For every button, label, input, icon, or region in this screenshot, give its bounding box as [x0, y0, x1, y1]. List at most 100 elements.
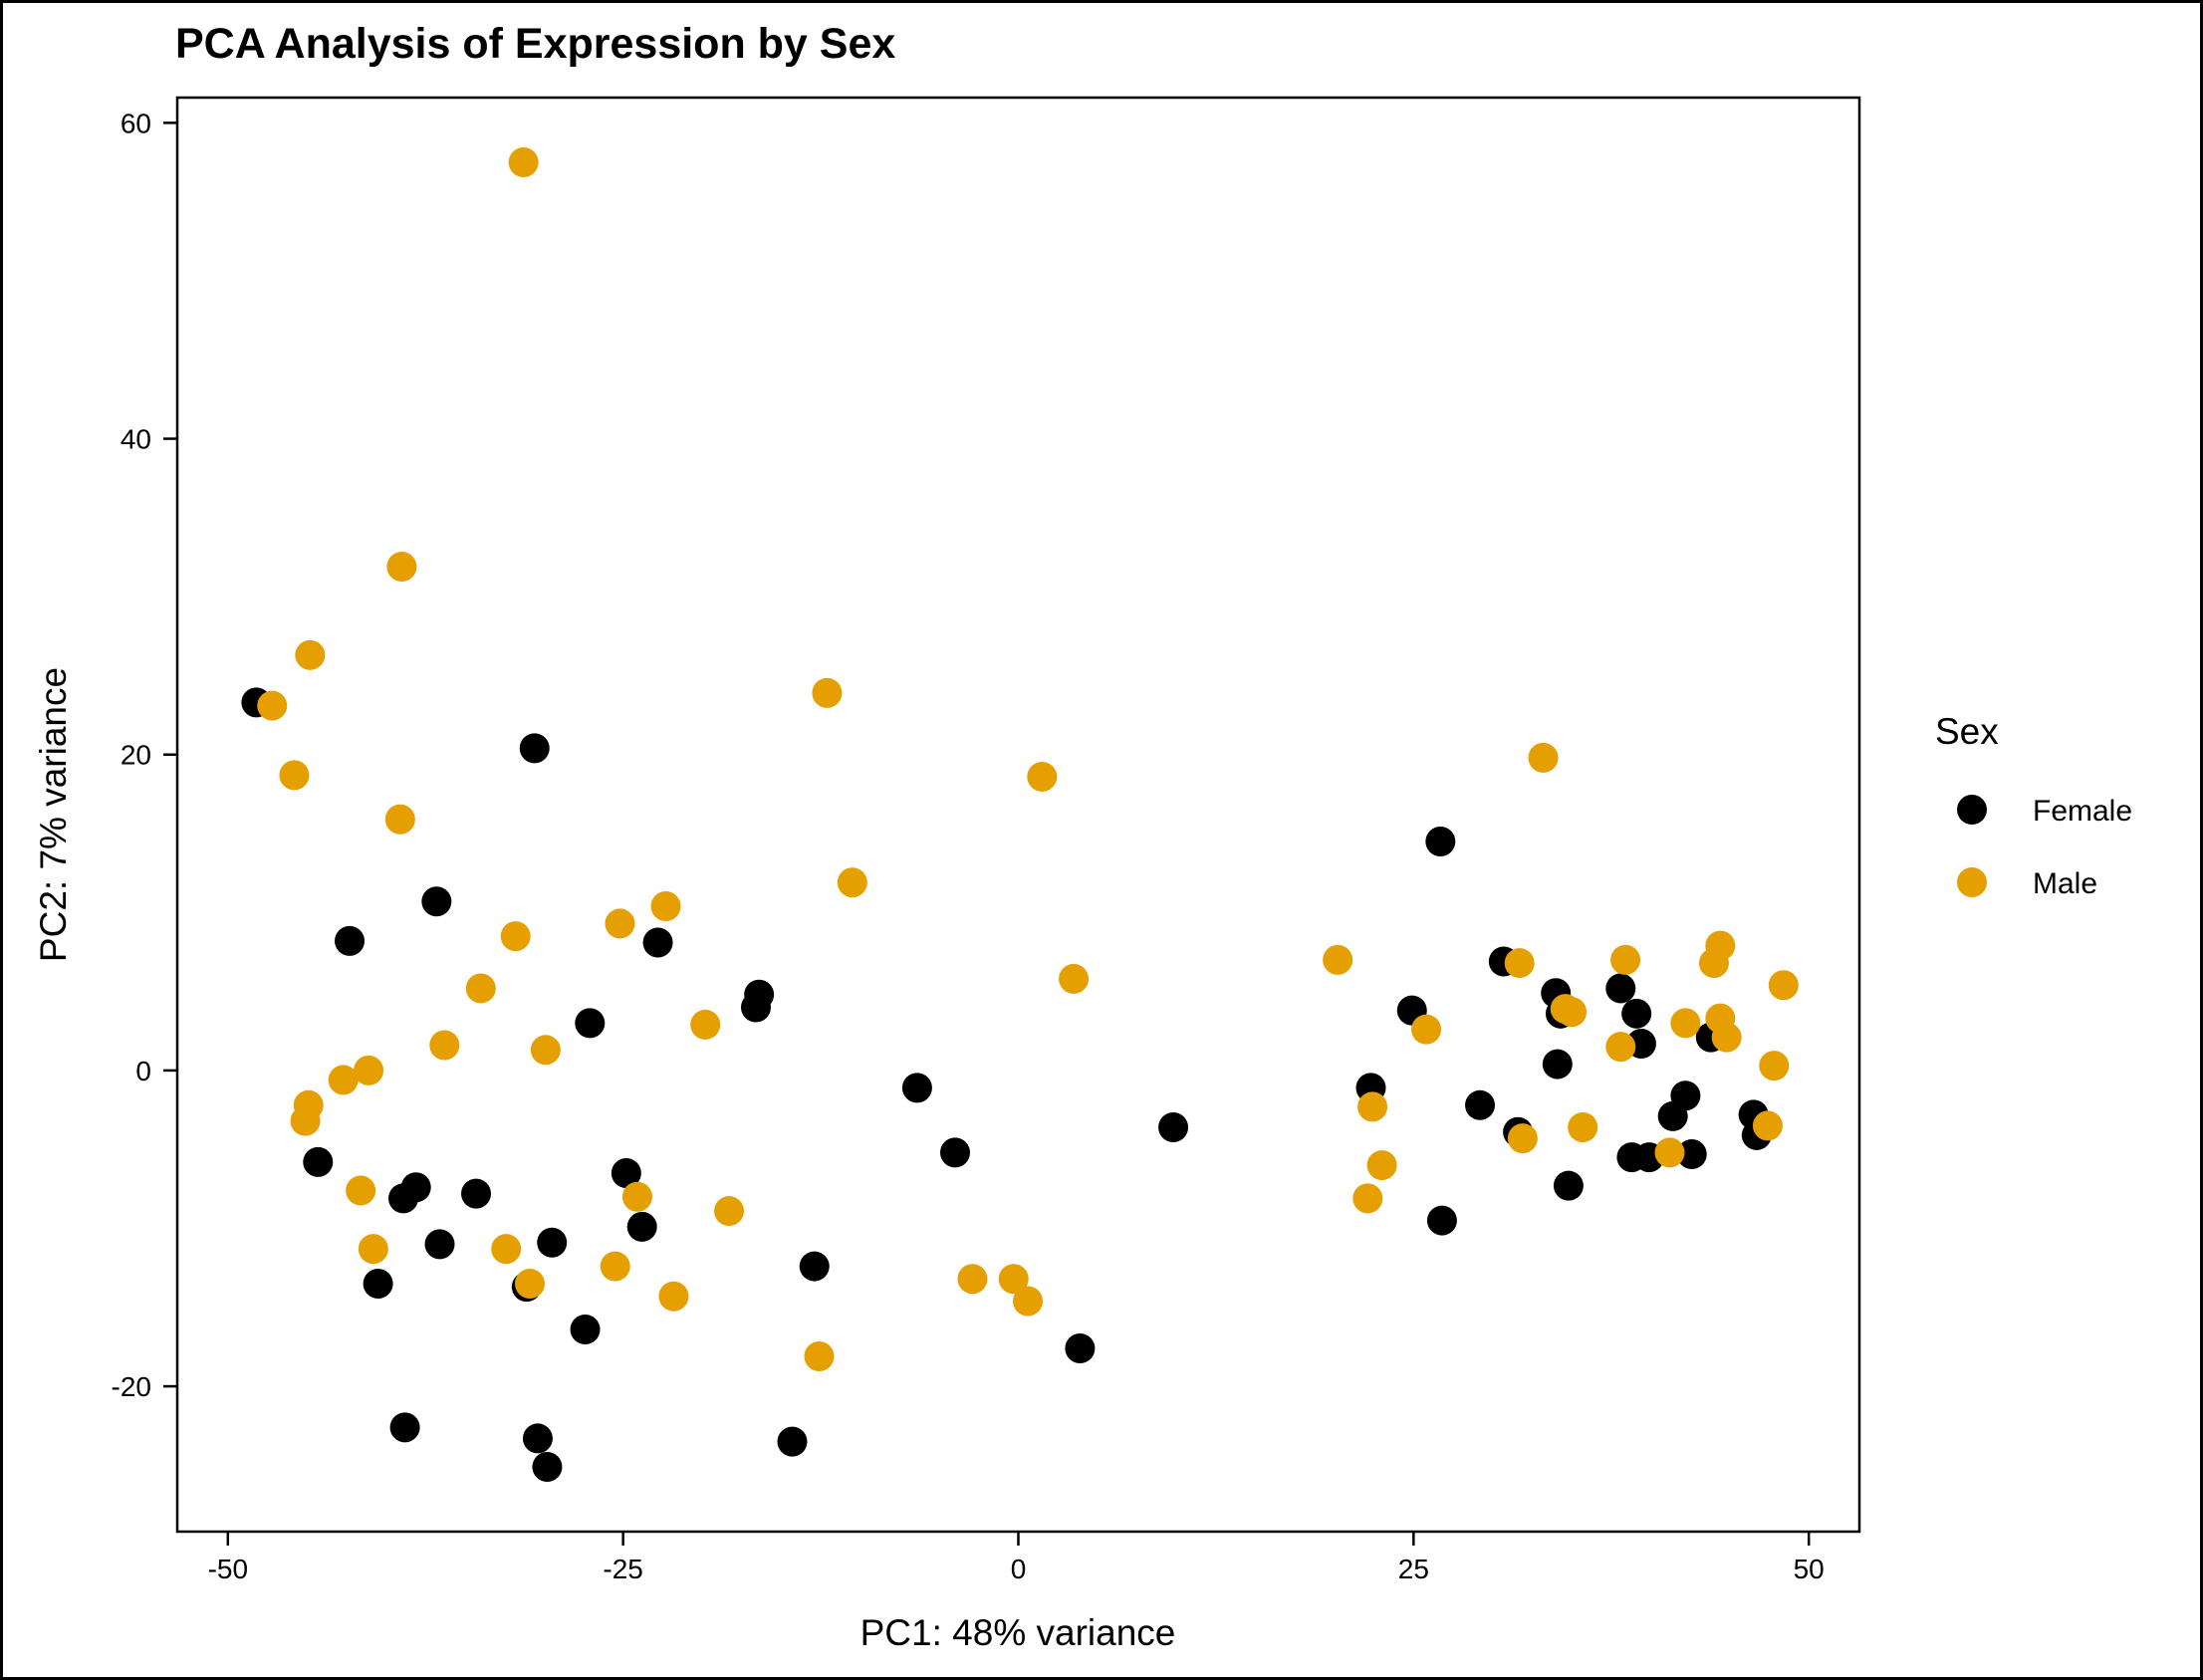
data-points: [241, 147, 1799, 1482]
point-male: [1507, 1123, 1538, 1154]
point-male: [1411, 1014, 1442, 1045]
point-male: [1768, 970, 1799, 1001]
point-male: [508, 147, 539, 178]
y-tick-label: -20: [112, 1371, 151, 1402]
point-female: [940, 1137, 971, 1168]
point-female: [424, 1229, 455, 1260]
point-female: [642, 927, 673, 958]
point-female: [532, 1451, 563, 1482]
point-male: [295, 639, 326, 670]
point-male: [429, 1030, 460, 1061]
point-male: [257, 690, 288, 721]
point-female: [335, 925, 366, 956]
point-male: [1366, 1150, 1397, 1181]
point-male: [290, 1105, 321, 1136]
x-tick-label: -25: [603, 1554, 642, 1584]
point-male: [1610, 944, 1641, 975]
point-male: [1670, 1008, 1701, 1039]
point-female: [522, 1423, 553, 1454]
x-axis: -50 -25 0 25 50: [208, 1532, 1825, 1584]
point-male: [1654, 1137, 1685, 1168]
point-male: [1557, 997, 1588, 1028]
point-male: [1752, 1110, 1783, 1141]
x-axis-label: PC1: 48% variance: [860, 1612, 1176, 1653]
point-male: [354, 1055, 384, 1085]
point-male: [514, 1269, 545, 1300]
point-male: [1059, 963, 1090, 994]
x-tick-label: -50: [208, 1554, 248, 1584]
point-male: [658, 1281, 689, 1312]
point-female: [611, 1158, 641, 1188]
x-tick-label: 0: [1011, 1554, 1027, 1584]
point-male: [279, 760, 310, 791]
point-female: [901, 1073, 932, 1103]
point-male: [1605, 1032, 1636, 1063]
point-female: [303, 1146, 334, 1177]
point-male: [714, 1196, 745, 1227]
point-male: [650, 890, 681, 921]
point-female: [1065, 1333, 1096, 1364]
point-female: [1553, 1170, 1584, 1201]
point-female: [363, 1269, 393, 1300]
legend: Sex Female Male: [1935, 711, 2132, 900]
point-female: [570, 1315, 601, 1345]
legend-key-female: [1957, 795, 1987, 825]
point-male: [1698, 948, 1729, 979]
point-male: [812, 677, 843, 708]
point-female: [421, 886, 452, 917]
point-female: [1425, 826, 1456, 856]
y-axis-label: PC2: 7% variance: [33, 667, 74, 962]
point-male: [358, 1234, 388, 1265]
legend-title: Sex: [1935, 711, 1999, 752]
point-male: [346, 1175, 376, 1206]
point-female: [777, 1426, 808, 1457]
point-male: [804, 1340, 835, 1371]
chart-title: PCA Analysis of Expression by Sex: [175, 20, 895, 68]
point-male: [1568, 1112, 1598, 1143]
point-male: [998, 1264, 1029, 1295]
point-male: [328, 1065, 359, 1095]
y-axis: -20 0 20 40 60: [112, 108, 177, 1402]
point-male: [1323, 944, 1353, 975]
point-female: [799, 1251, 830, 1282]
point-male: [1711, 1022, 1742, 1053]
x-tick-label: 50: [1794, 1554, 1825, 1584]
point-female: [575, 1008, 606, 1039]
point-male: [384, 804, 415, 835]
point-male: [530, 1035, 561, 1066]
point-male: [1352, 1183, 1383, 1214]
point-male: [1357, 1091, 1388, 1122]
point-male: [1013, 1286, 1044, 1317]
point-female: [1621, 998, 1652, 1029]
point-male: [1759, 1051, 1790, 1081]
point-female: [1676, 1138, 1707, 1169]
y-tick-label: 20: [121, 740, 151, 771]
point-female: [1426, 1205, 1457, 1236]
point-female: [537, 1227, 568, 1258]
legend-label-female: Female: [2033, 795, 2132, 828]
point-male: [1027, 761, 1058, 792]
point-male: [690, 1009, 721, 1040]
point-male: [465, 973, 496, 1004]
point-male: [957, 1264, 988, 1295]
point-male: [386, 552, 417, 583]
point-male: [1504, 948, 1535, 979]
legend-key-male: [1957, 867, 1987, 897]
legend-label-male: Male: [2033, 867, 2097, 900]
point-male: [500, 921, 531, 952]
point-female: [1605, 973, 1636, 1004]
point-female: [626, 1211, 657, 1242]
point-male: [605, 908, 635, 939]
point-female: [740, 992, 771, 1023]
y-tick-label: 0: [135, 1056, 151, 1086]
point-male: [491, 1234, 522, 1265]
point-male: [600, 1251, 630, 1282]
x-tick-label: 25: [1398, 1554, 1429, 1584]
point-female: [1465, 1089, 1496, 1120]
point-female: [387, 1183, 418, 1214]
point-female: [389, 1412, 420, 1443]
y-tick-label: 40: [121, 424, 151, 455]
point-male: [1528, 742, 1559, 773]
